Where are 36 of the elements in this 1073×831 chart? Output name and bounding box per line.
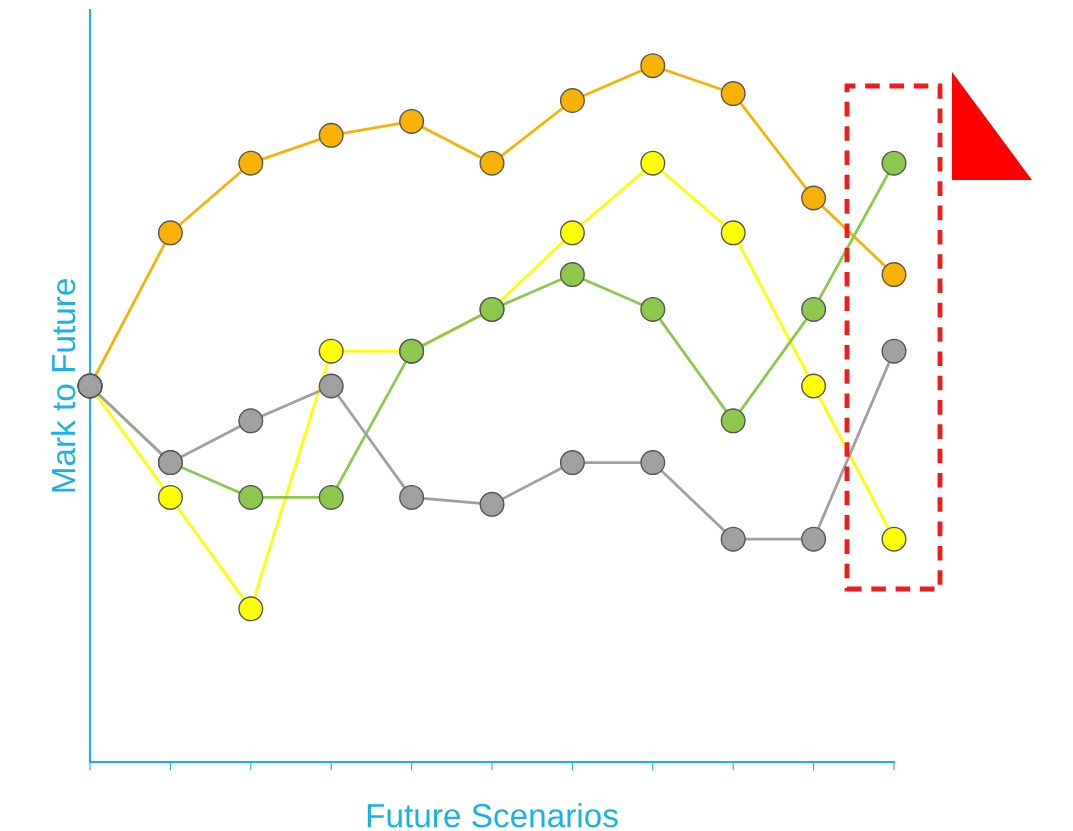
point	[801, 373, 827, 399]
point	[640, 53, 666, 79]
point	[720, 220, 746, 246]
point	[881, 526, 907, 552]
point	[720, 81, 746, 107]
point	[157, 220, 183, 246]
point	[399, 484, 425, 510]
point	[559, 220, 585, 246]
point	[881, 150, 907, 176]
point	[720, 408, 746, 434]
point	[640, 150, 666, 176]
point	[881, 262, 907, 288]
point	[559, 262, 585, 288]
point	[801, 526, 827, 552]
point	[318, 373, 344, 399]
point	[801, 296, 827, 322]
point	[720, 526, 746, 552]
point	[238, 596, 264, 622]
point	[801, 185, 827, 211]
point	[238, 484, 264, 510]
point	[318, 122, 344, 148]
point	[640, 296, 666, 322]
point	[399, 108, 425, 134]
point	[640, 450, 666, 476]
point	[318, 338, 344, 364]
point	[479, 491, 505, 517]
point	[238, 408, 264, 434]
x-axis-title: Future Scenarios	[367, 802, 618, 828]
point	[238, 150, 264, 176]
y-axis-title: Mark to Future	[50, 279, 76, 492]
point	[479, 150, 505, 176]
point	[559, 88, 585, 114]
point	[157, 484, 183, 510]
point	[318, 484, 344, 510]
point	[881, 338, 907, 364]
point	[559, 450, 585, 476]
